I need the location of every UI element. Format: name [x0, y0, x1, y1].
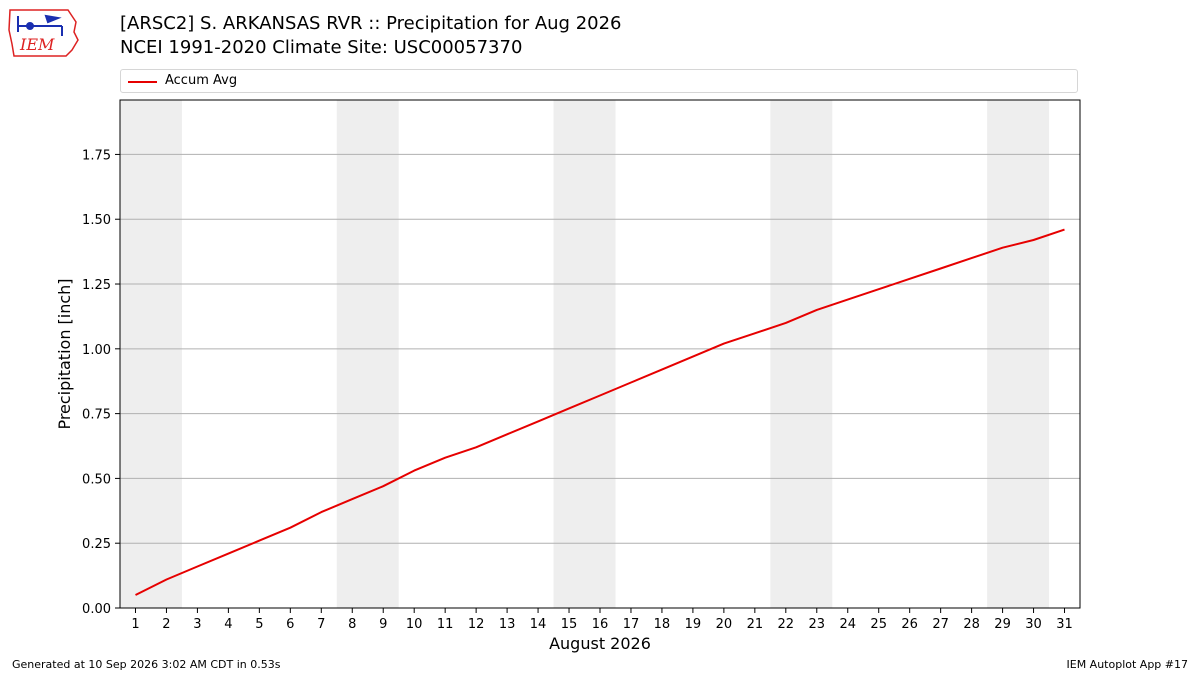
x-tick-label: 24 [839, 617, 856, 632]
weekend-band-1 [120, 100, 182, 608]
x-tick-label: 5 [255, 617, 263, 632]
x-axis-label: August 2026 [549, 634, 651, 653]
weekend-band-3 [553, 100, 616, 608]
x-tick-label: 18 [654, 617, 671, 632]
x-tick-label: 13 [499, 617, 516, 632]
legend-label-accum-avg: Accum Avg [165, 73, 238, 88]
x-tick-label: 25 [870, 617, 887, 632]
x-tick-label: 8 [348, 617, 356, 632]
footer-app: IEM Autoplot App #17 [1066, 658, 1189, 671]
x-tick-label: 22 [778, 617, 795, 632]
x-tick-label: 17 [623, 617, 640, 632]
y-tick-label: 0.50 [82, 472, 111, 487]
y-tick-label: 1.25 [82, 278, 111, 293]
x-tick-label: 23 [809, 617, 826, 632]
weather-station-icon [17, 14, 63, 36]
x-tick-label: 7 [317, 617, 325, 632]
y-tick-label: 0.00 [82, 602, 111, 617]
x-tick-label: 4 [224, 617, 232, 632]
x-tick-label: 14 [530, 617, 547, 632]
x-tick-label: 11 [437, 617, 454, 632]
x-tick-label: 3 [193, 617, 201, 632]
chart-title: [ARSC2] S. ARKANSAS RVR :: Precipitation… [120, 13, 622, 34]
iowa-outline-icon [8, 9, 79, 57]
x-tick-label: 30 [1025, 617, 1042, 632]
x-axis: 1 2 3 4 5 6 7 8 9 10 11 12 13 14 15 16 17 18 19 20 21 22 23 24 2… [131, 608, 1073, 632]
x-tick-label: 6 [286, 617, 294, 632]
x-tick-label: 1 [131, 617, 139, 632]
x-tick-label: 9 [379, 617, 387, 632]
y-tick-label: 1.50 [82, 213, 111, 228]
x-tick-label: 19 [685, 617, 702, 632]
x-tick-label: 26 [901, 617, 918, 632]
x-tick-label: 15 [561, 617, 578, 632]
x-tick-label: 16 [592, 617, 609, 632]
y-axis-label: Precipitation [inch] [55, 278, 74, 429]
x-tick-label: 12 [468, 617, 485, 632]
weekend-band-4 [770, 100, 833, 608]
y-tick-label: 0.25 [82, 537, 111, 552]
y-tick-label: 0.75 [82, 408, 111, 423]
y-axis: 0.00 0.25 0.50 0.75 1.00 1.25 1.50 1.75 [82, 148, 120, 617]
x-tick-label: 27 [932, 617, 949, 632]
weekend-band-5 [987, 100, 1050, 608]
logo-text: IEM [19, 35, 55, 54]
x-tick-label: 31 [1056, 617, 1073, 632]
series-line-accum-avg [135, 228, 1065, 596]
x-tick-label: 29 [994, 617, 1011, 632]
iem-logo: IEM [8, 9, 79, 57]
plot-frame [119, 99, 1081, 609]
x-tick-label: 21 [747, 617, 764, 632]
x-tick-label: 20 [716, 617, 733, 632]
weekend-band-2 [336, 100, 399, 608]
footer-generated: Generated at 10 Sep 2026 3:02 AM CDT in … [12, 658, 281, 671]
x-tick-label: 28 [963, 617, 980, 632]
chart-subtitle: NCEI 1991-2020 Climate Site: USC00057370 [120, 37, 523, 58]
series-layer [135, 228, 1065, 596]
legend-swatch-accum-avg [128, 81, 157, 83]
x-tick-label: 10 [406, 617, 423, 632]
weekend-bands [120, 100, 1050, 608]
y-tick-label: 1.00 [82, 343, 111, 358]
y-gridlines [120, 153, 1080, 609]
x-tick-label: 2 [162, 617, 170, 632]
y-tick-label: 1.75 [82, 148, 111, 163]
legend: Accum Avg [120, 69, 1078, 93]
